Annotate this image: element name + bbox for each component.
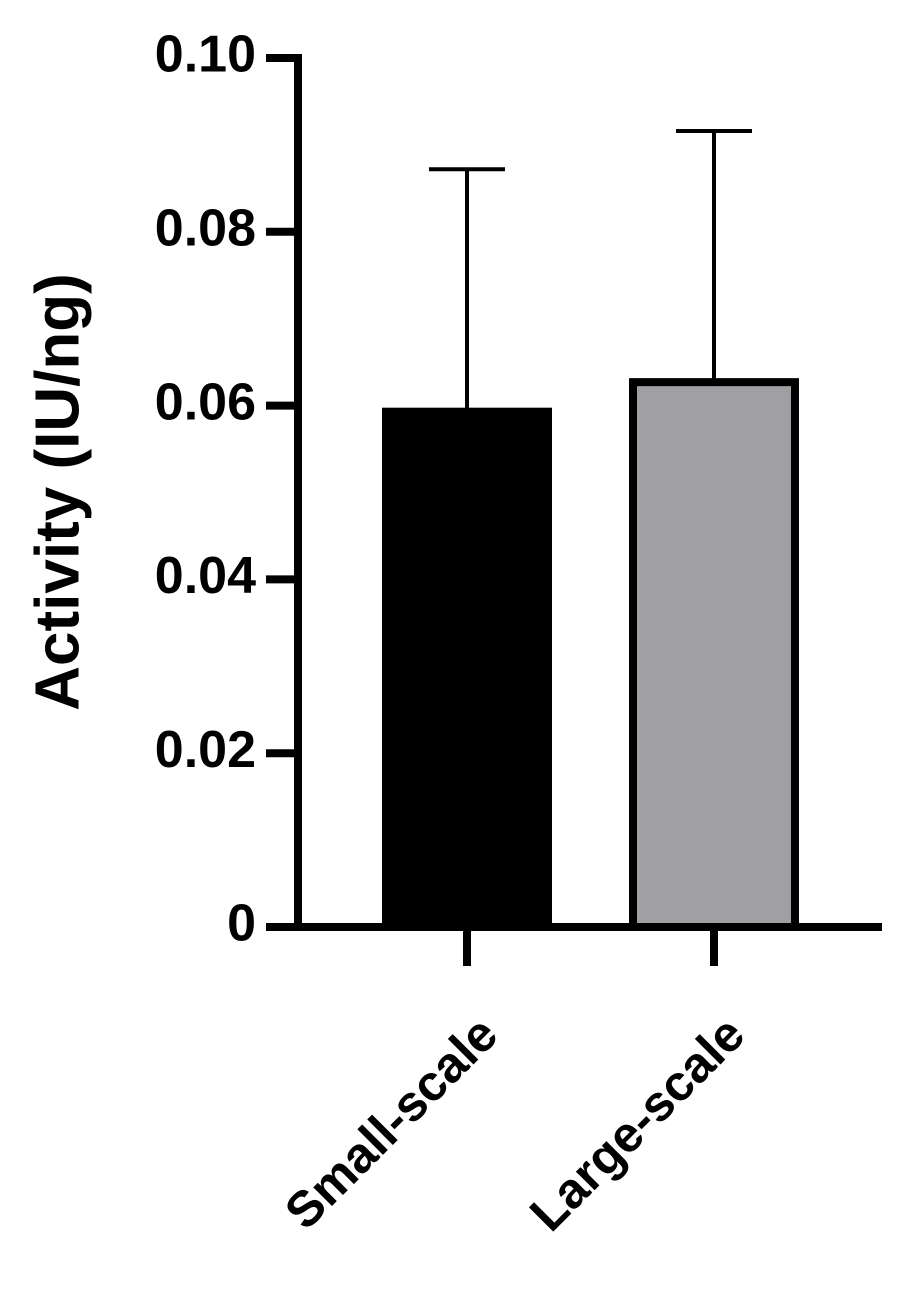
y-tick-label: 0.10 [155,26,256,84]
bar [629,378,799,931]
y-tick-label: 0.06 [155,373,256,431]
bar [382,407,552,932]
y-tick-label: 0.02 [155,721,256,779]
y-axis-label: Activity (IU/ng) [23,273,92,710]
y-tick-label: 0 [227,895,256,953]
x-tick-label: Large-scale [519,1006,755,1242]
y-tick-label: 0.04 [155,547,256,605]
x-tick-label: Small-scale [274,1006,508,1240]
y-tick-label: 0.08 [155,200,256,258]
